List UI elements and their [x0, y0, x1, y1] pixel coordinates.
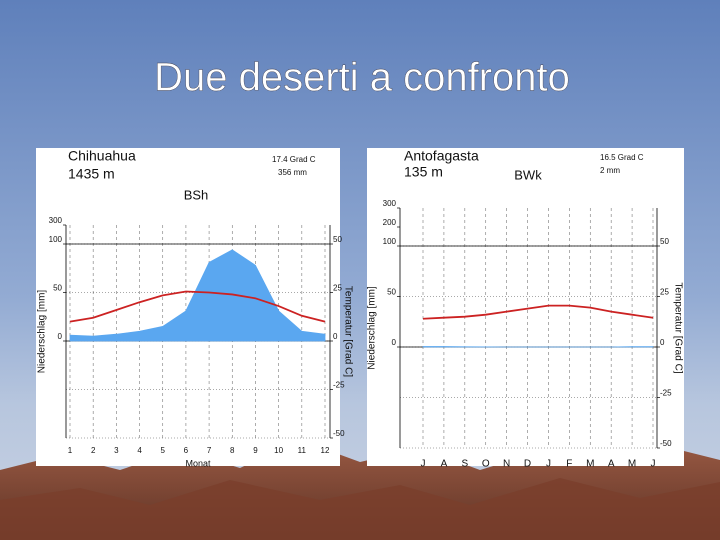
y-tick-label: 100	[49, 235, 63, 244]
y2-axis-label: Temperatur [Grad C]	[342, 286, 353, 377]
x-axis-label: Monat	[185, 458, 211, 468]
chart-panel	[367, 148, 684, 466]
x-tick-label: 11	[298, 446, 307, 455]
x-tick-label: 7	[207, 446, 212, 455]
x-tick-label: 5	[161, 446, 166, 455]
x-tick-label: S	[461, 459, 468, 470]
y-axis-label: Niederschlag [mm]	[367, 286, 378, 370]
y-tick-label: 50	[387, 288, 396, 297]
rocks-front	[0, 478, 720, 540]
x-tick-label: 2	[91, 446, 96, 455]
x-tick-label: 12	[321, 446, 330, 455]
chart-subtitle: 1435 m	[68, 166, 115, 182]
x-tick-label: A	[441, 459, 448, 470]
temperature-line	[422, 304, 654, 320]
y2-tick-label: 0	[660, 338, 665, 347]
precipitation-area	[422, 346, 654, 348]
y2-axis-label: Temperatur [Grad C]	[672, 282, 683, 373]
annotation: BSh	[184, 187, 209, 202]
temperature-line	[69, 290, 326, 323]
y-tick-label: 100	[383, 237, 397, 246]
y-tick-label: 0	[58, 332, 63, 341]
x-tick-label: J	[421, 459, 426, 470]
x-tick-label: M	[628, 459, 636, 470]
y-tick-label: 50	[53, 284, 62, 293]
x-tick-label: F	[566, 459, 572, 470]
y2-tick-label: 0	[333, 332, 338, 341]
x-tick-label: O	[482, 459, 490, 470]
y2-tick-label: 50	[660, 237, 669, 246]
chart-title: Chihuahua	[68, 148, 136, 164]
x-tick-label: A	[608, 459, 615, 470]
annotation: 16.5 Grad C	[600, 153, 644, 162]
x-tick-label: 10	[274, 446, 283, 455]
y-tick-label: 300	[49, 216, 63, 225]
y2-tick-label: -25	[660, 389, 672, 398]
y2-tick-label: -50	[660, 439, 672, 448]
x-tick-label: 4	[137, 446, 142, 455]
x-tick-label: M	[586, 459, 594, 470]
x-tick-label: N	[503, 459, 510, 470]
slide-title: Due deserti a confronto	[154, 56, 570, 100]
y2-tick-label: 50	[333, 235, 342, 244]
annotation: 2 mm	[600, 166, 620, 175]
y2-tick-label: -25	[333, 381, 345, 390]
chart-subtitle: 135 m	[404, 164, 443, 180]
y2-tick-label: -50	[333, 429, 345, 438]
x-tick-label: D	[524, 459, 531, 470]
chart-title: Antofagasta	[404, 148, 479, 164]
y-axis-label: Niederschlag [mm]	[37, 290, 48, 374]
x-tick-label: 9	[253, 446, 258, 455]
annotation: 17.4 Grad C	[272, 155, 316, 164]
y-tick-label: 200	[383, 218, 397, 227]
x-tick-label: 8	[230, 446, 235, 455]
x-tick-label: J	[546, 459, 551, 470]
y-tick-label: 300	[383, 199, 397, 208]
x-tick-label: J	[651, 459, 656, 470]
annotation: 356 mm	[278, 168, 307, 177]
x-tick-label: 3	[114, 446, 119, 455]
y2-tick-label: 25	[333, 284, 342, 293]
x-tick-label: 1	[68, 446, 73, 455]
annotation: BWk	[514, 167, 542, 182]
y2-tick-label: 25	[660, 288, 669, 297]
y-tick-label: 0	[392, 338, 397, 347]
precipitation-area	[69, 249, 326, 342]
x-tick-label: 6	[184, 446, 189, 455]
